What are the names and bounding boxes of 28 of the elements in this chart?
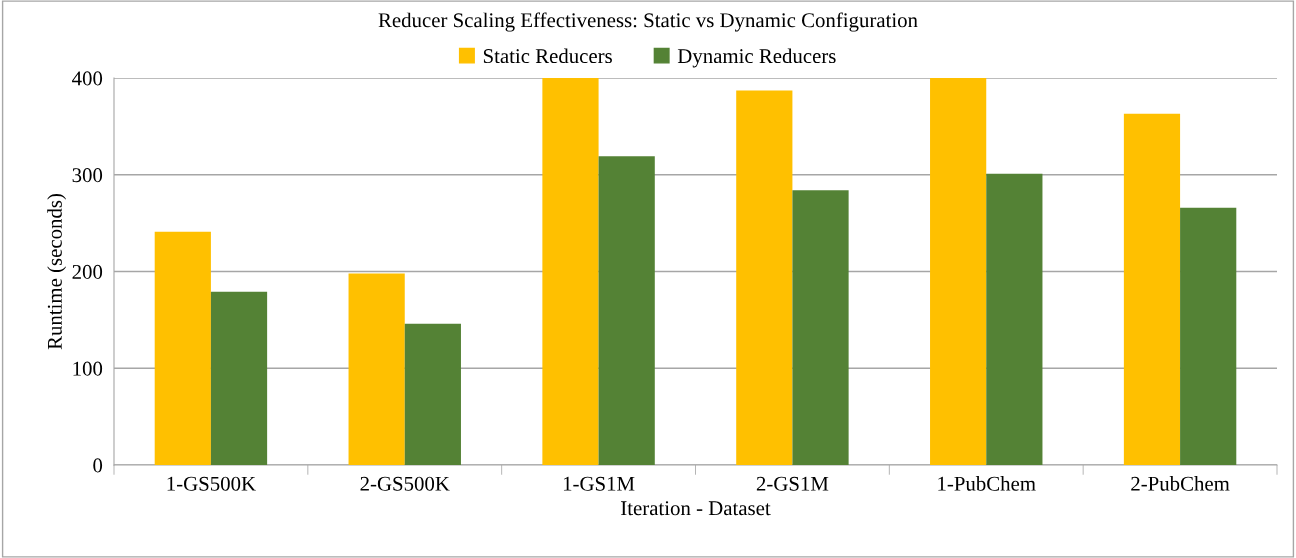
y-tick-label: 300 — [72, 168, 103, 183]
bar — [736, 90, 793, 465]
x-tick-label: 2-GS1M — [756, 476, 829, 491]
x-tick-label: 1-GS500K — [167, 476, 256, 491]
legend-label: Static Reducers — [483, 48, 612, 64]
chart-title: Reducer Scaling Effectiveness: Static vs Dynamic Configuration — [378, 12, 918, 32]
x-tick-label: 2-GS500K — [360, 476, 450, 491]
x-axis-title: Iteration - Dataset — [621, 501, 771, 516]
y-tick-label: 400 — [72, 71, 103, 86]
bar — [210, 291, 268, 465]
bar — [404, 323, 461, 465]
y-tick-label: 100 — [73, 361, 103, 376]
bar — [930, 78, 987, 465]
bar — [154, 231, 211, 465]
x-tick-label: 1-GS1M — [563, 476, 635, 491]
legend-label: Dynamic Reducers — [677, 48, 836, 68]
bar — [598, 156, 655, 465]
x-tick-label: 2-PubChem — [1131, 476, 1230, 491]
bar — [348, 273, 405, 465]
bar — [542, 78, 599, 465]
bar — [1180, 207, 1237, 465]
bar — [986, 173, 1043, 465]
y-tick-label: 0 — [93, 458, 103, 473]
bar — [1123, 113, 1181, 465]
y-axis-title: Runtime (seconds) — [47, 194, 67, 350]
y-tick-label: 200 — [72, 264, 103, 279]
bar — [792, 190, 849, 465]
x-tick-label: 1-PubChem — [938, 476, 1036, 491]
